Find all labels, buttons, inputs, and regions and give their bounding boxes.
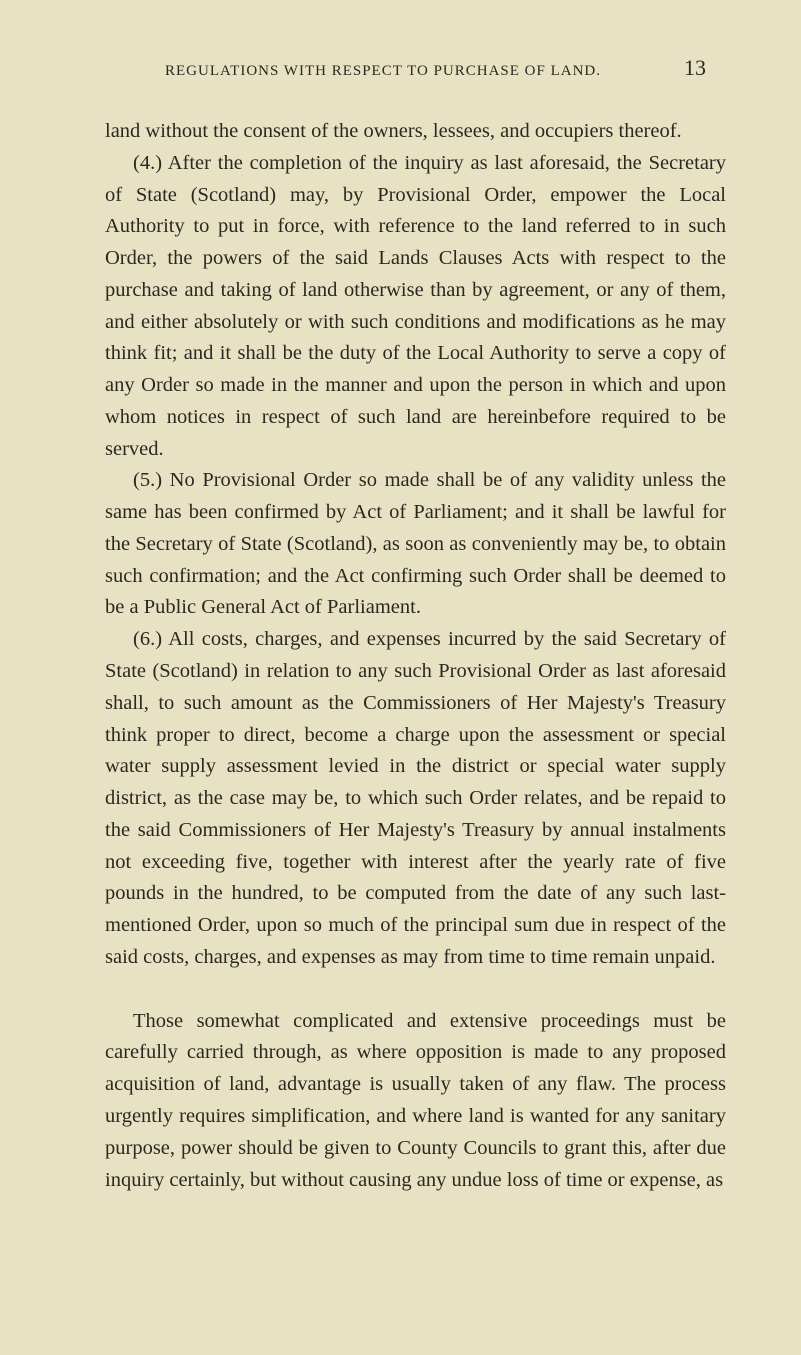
paragraph-5: (5.) No Provisional Order so made shall … <box>105 465 726 624</box>
page-header: REGULATIONS WITH RESPECT TO PURCHASE OF … <box>105 55 726 81</box>
paragraph-commentary: Those somewhat complicated and extensive… <box>105 1006 726 1197</box>
paragraph-continuation: land without the consent of the owners, … <box>105 116 726 148</box>
body-content: land without the consent of the owners, … <box>105 116 726 1196</box>
paragraph-4: (4.) After the completion of the inquiry… <box>105 148 726 466</box>
running-title: REGULATIONS WITH RESPECT TO PURCHASE OF … <box>165 63 601 80</box>
book-page: REGULATIONS WITH RESPECT TO PURCHASE OF … <box>0 0 801 1256</box>
page-number: 13 <box>684 55 706 81</box>
paragraph-6: (6.) All costs, charges, and expenses in… <box>105 624 726 973</box>
